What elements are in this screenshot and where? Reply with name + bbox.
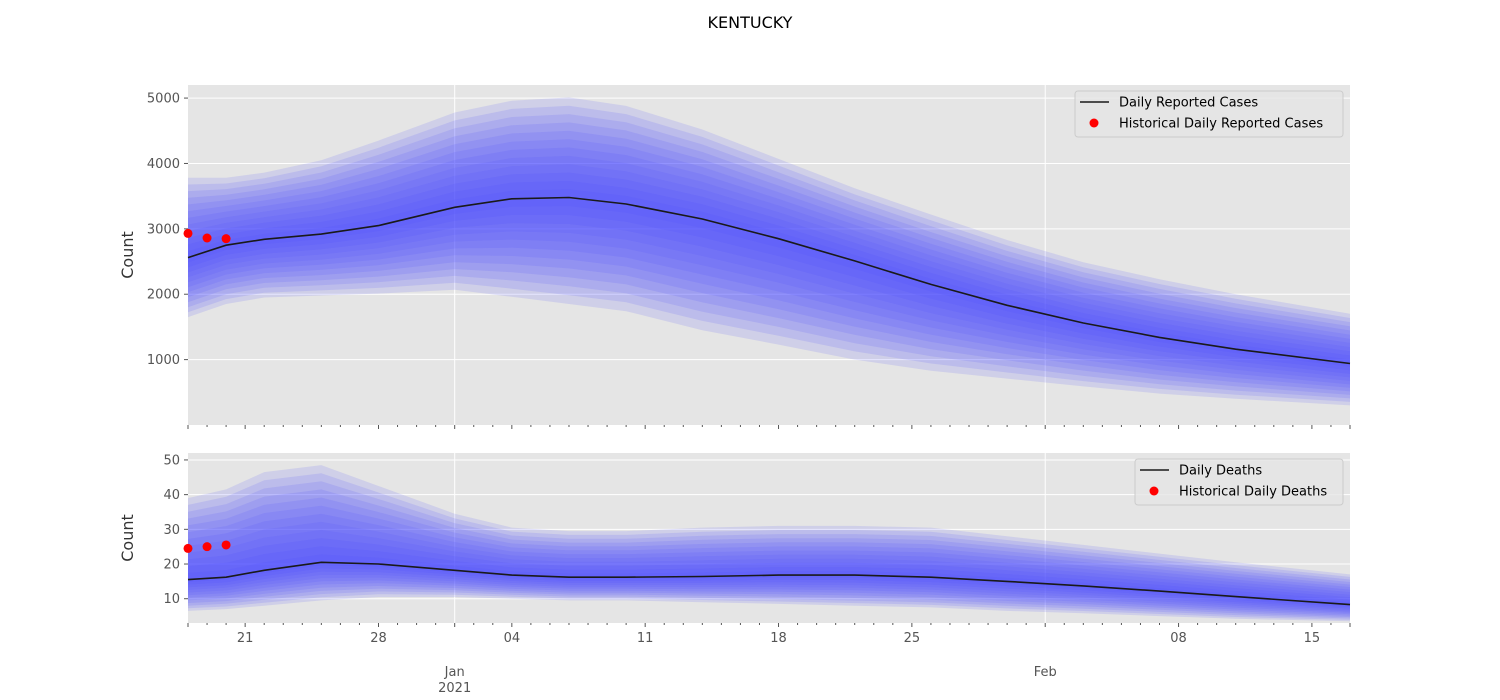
y-tick-label: 40 <box>163 488 180 503</box>
y-tick-label: 10 <box>163 592 180 607</box>
uncertainty-band <box>188 97 1350 406</box>
x-major-label: Jan <box>444 665 465 680</box>
y-tick-label: 20 <box>163 558 180 573</box>
historical-point <box>183 543 193 553</box>
x-major-year-label: 2021 <box>438 681 471 696</box>
y-tick-label: 5000 <box>147 92 180 107</box>
uncertainty-band <box>188 130 1350 392</box>
plot-background <box>188 85 1350 425</box>
legend-box <box>1134 458 1344 506</box>
y-tick-label: 1000 <box>147 353 180 368</box>
x-tick-label: 04 <box>504 631 521 646</box>
uncertainty-band <box>188 538 1350 609</box>
x-tick-label: 18 <box>770 631 787 646</box>
x-tick-label: 28 <box>370 631 387 646</box>
legend-box <box>1074 90 1344 138</box>
uncertainty-band <box>188 529 1350 611</box>
y-tick-label: 4000 <box>147 157 180 172</box>
uncertainty-band <box>188 497 1350 616</box>
legend-label: Historical Daily Deaths <box>1179 485 1327 500</box>
legend-marker-swatch <box>1149 486 1159 496</box>
y-tick-label: 2000 <box>147 288 180 303</box>
y-tick-label: 30 <box>163 523 180 538</box>
legend-label: Daily Deaths <box>1179 464 1262 479</box>
uncertainty-band <box>188 180 1350 371</box>
historical-point <box>202 542 212 552</box>
deaths-panel: 10 20 30 40 50 Count Daily Deaths Historical Da… <box>118 453 1351 627</box>
figure-title: KENTUCKY <box>708 13 793 32</box>
x-tick-label: 25 <box>904 631 921 646</box>
legend-label: Daily Reported Cases <box>1119 96 1258 111</box>
uncertainty-band <box>188 521 1350 612</box>
uncertainty-band <box>188 189 1350 367</box>
legend-label: Historical Daily Reported Cases <box>1119 117 1323 132</box>
uncertainty-band <box>188 505 1350 615</box>
y-tick-label: 50 <box>163 453 180 468</box>
x-major-label: Feb <box>1034 665 1057 680</box>
uncertainty-band <box>188 473 1350 620</box>
y-axis-label: Count <box>118 514 137 562</box>
uncertainty-band <box>188 554 1350 606</box>
cases-panel: 1000 2000 3000 4000 5000 Count Daily Reported … <box>118 85 1351 429</box>
uncertainty-band <box>188 122 1350 395</box>
uncertainty-band <box>188 139 1350 388</box>
x-tick-label: 11 <box>637 631 654 646</box>
uncertainty-band <box>188 105 1350 402</box>
historical-point <box>221 540 231 550</box>
uncertainty-band <box>188 147 1350 385</box>
legend-marker-swatch <box>1089 118 1099 128</box>
y-tick-label: 3000 <box>147 222 180 237</box>
median-line <box>187 561 1351 606</box>
uncertainty-band <box>188 546 1350 608</box>
x-tick-label: 15 <box>1304 631 1321 646</box>
uncertainty-band <box>188 465 1350 622</box>
uncertainty-band <box>188 155 1350 381</box>
historical-point <box>202 233 212 243</box>
historical-point <box>221 234 231 244</box>
historical-point <box>183 228 193 238</box>
y-axis-label: Count <box>118 231 137 279</box>
uncertainty-band <box>188 172 1350 374</box>
uncertainty-band <box>188 114 1350 399</box>
median-line <box>187 196 1351 365</box>
x-tick-label: 08 <box>1170 631 1187 646</box>
x-tick-label: 21 <box>237 631 254 646</box>
uncertainty-band <box>188 164 1350 378</box>
uncertainty-band <box>188 513 1350 613</box>
